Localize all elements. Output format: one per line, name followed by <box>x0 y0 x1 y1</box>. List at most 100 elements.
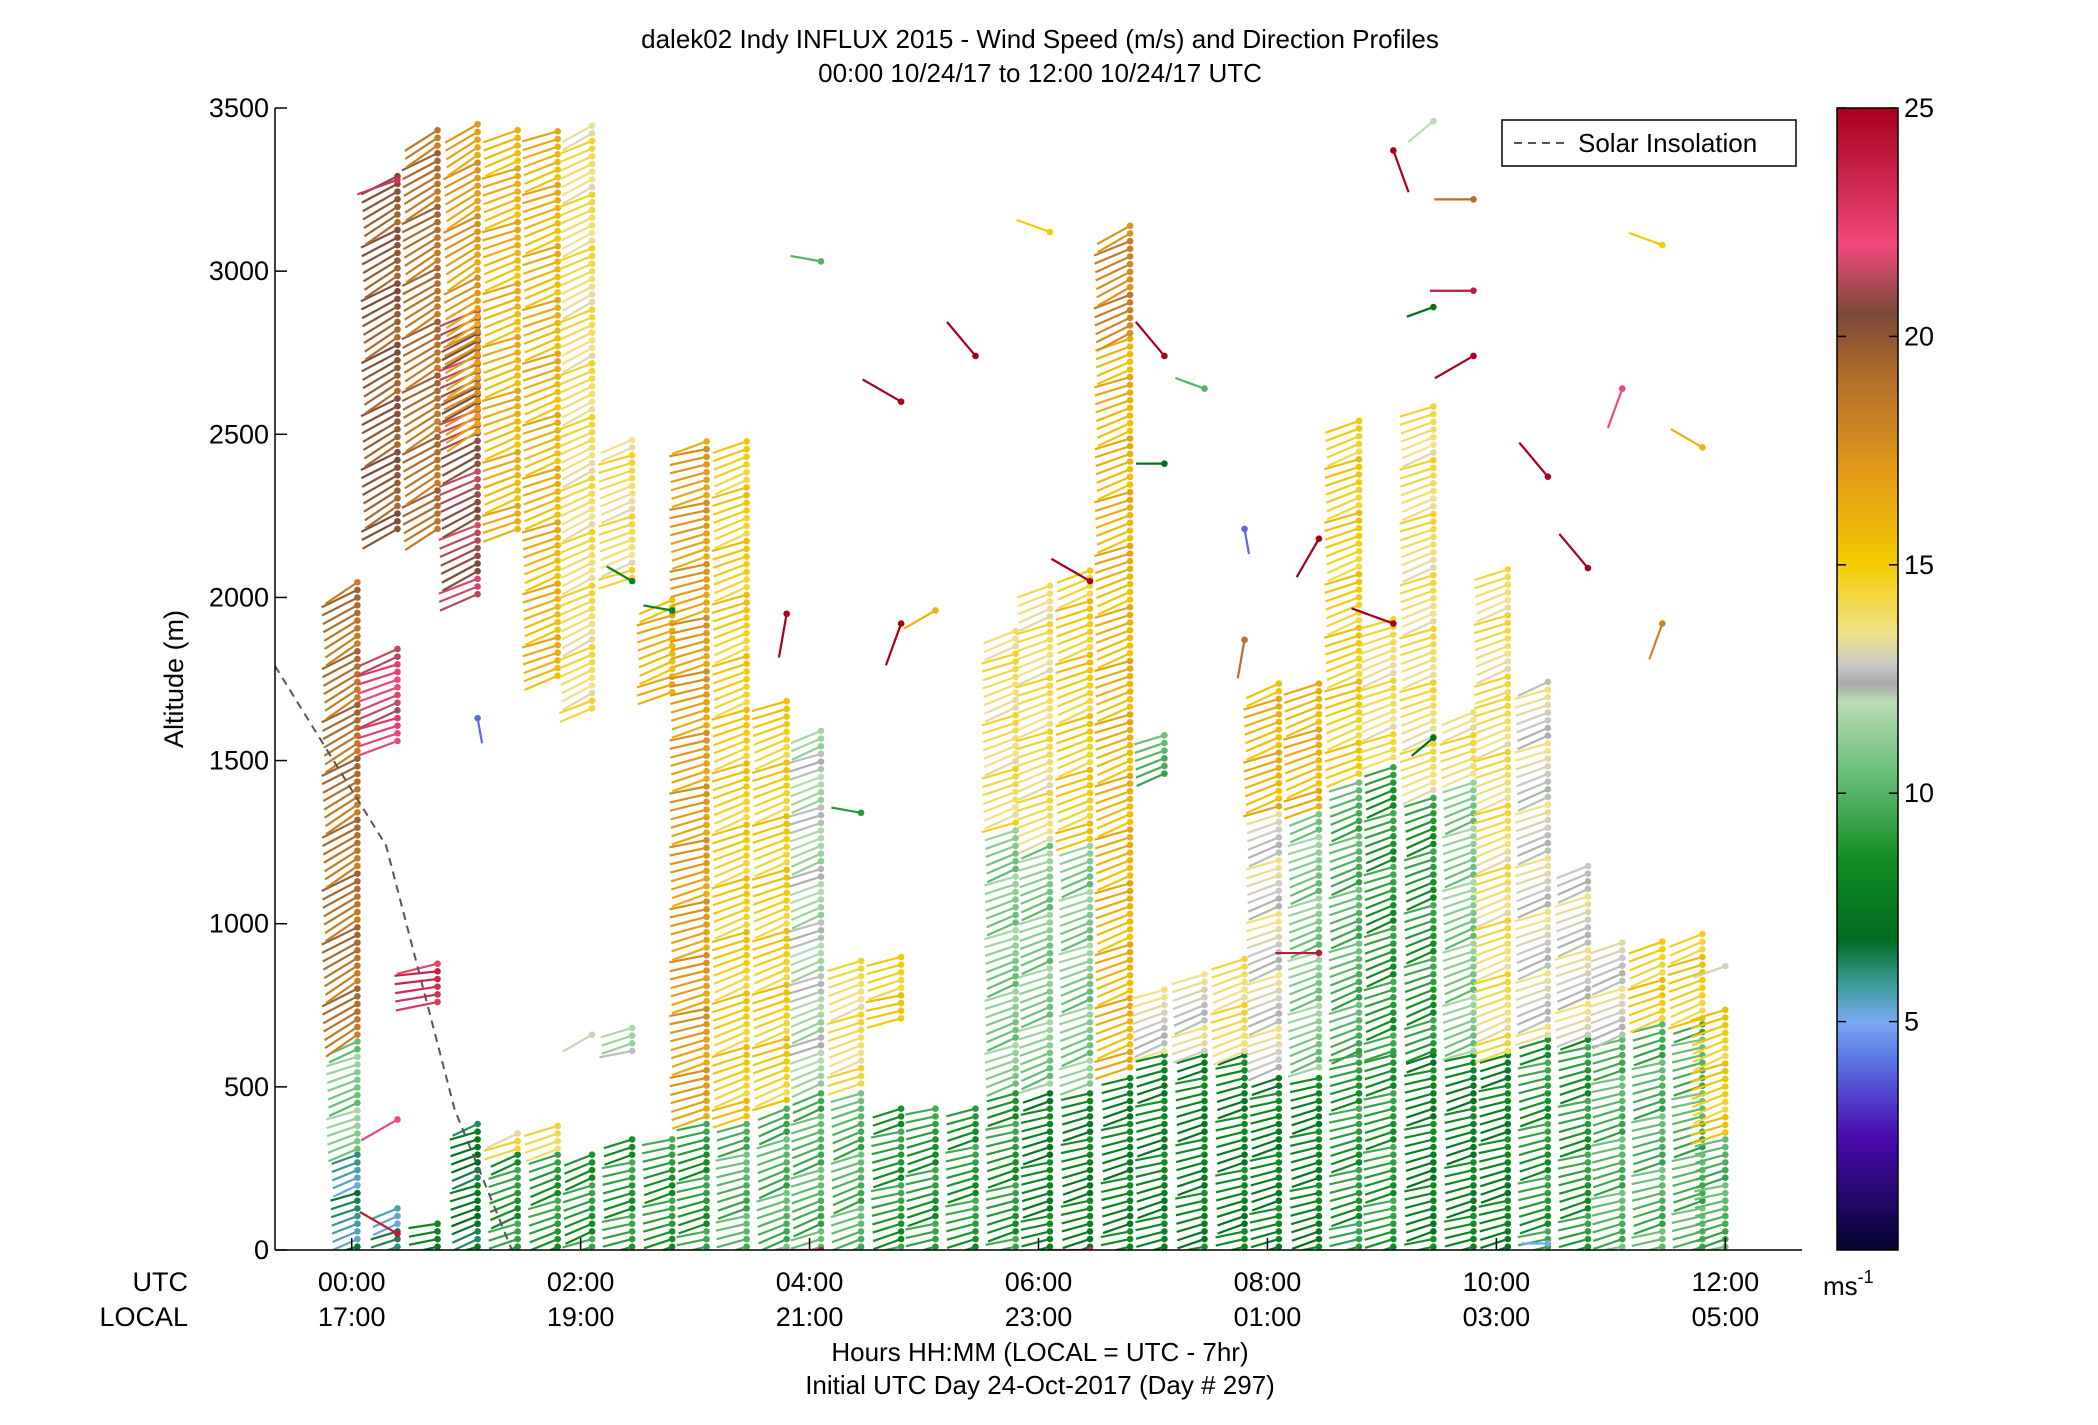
wind-barb <box>445 307 479 330</box>
wind-barb-dot <box>1544 1097 1552 1105</box>
wind-barb <box>1245 920 1280 933</box>
wind-barb <box>1019 936 1051 951</box>
wind-barb-dot <box>743 913 750 921</box>
wind-barb <box>451 1222 479 1236</box>
wind-barb <box>524 176 559 193</box>
wind-barb <box>1095 324 1131 344</box>
wind-barb <box>1329 1061 1360 1071</box>
wind-barb <box>482 351 519 366</box>
wind-barb <box>1289 928 1320 943</box>
wind-barb <box>788 1036 822 1049</box>
wind-barb <box>1020 883 1051 897</box>
wind-barb-dot <box>1430 1174 1437 1182</box>
wind-barb-dot <box>1355 1039 1363 1047</box>
wind-barb-dot <box>1584 1136 1592 1143</box>
wind-barb <box>1629 963 1663 980</box>
wind-barb-dot <box>743 806 750 813</box>
wind-barb <box>1557 1153 1589 1162</box>
wind-barb <box>713 678 747 693</box>
wind-barb <box>1444 812 1474 827</box>
wind-barb-dot <box>1659 1205 1666 1212</box>
wind-barb-dot <box>1470 762 1477 770</box>
wind-barb-dot <box>1086 1113 1094 1120</box>
wind-barb <box>713 693 748 710</box>
wind-barb-dot <box>474 389 481 396</box>
wind-barb-dot <box>1241 970 1248 978</box>
wind-barb <box>528 1215 559 1227</box>
wind-barb-dot <box>1504 855 1512 863</box>
wind-barb <box>669 1069 707 1080</box>
wind-barb-dot <box>1504 794 1512 802</box>
wind-barb <box>870 1184 902 1193</box>
wind-barb-dot <box>668 1151 676 1159</box>
wind-barb <box>1096 928 1131 945</box>
wind-barb <box>1097 232 1131 254</box>
wind-barb <box>561 676 593 695</box>
wind-barb <box>1406 842 1434 858</box>
wind-barb-dot <box>1201 1090 1208 1097</box>
wind-barb-dot <box>354 808 361 816</box>
wind-barb <box>1102 1100 1131 1111</box>
wind-barb <box>1558 1115 1589 1125</box>
wind-barb <box>1444 1214 1474 1223</box>
wind-barb-dot <box>1086 965 1094 972</box>
wind-barb-dot <box>1390 1174 1397 1182</box>
wind-barb <box>442 347 479 370</box>
wind-barb <box>1016 738 1051 751</box>
wind-barb-dot <box>1046 689 1054 697</box>
wind-barb-dot <box>1544 924 1552 931</box>
wind-barb <box>1249 1214 1280 1224</box>
wind-barb <box>1060 990 1091 1006</box>
wind-barb-dot <box>703 1235 710 1243</box>
wind-barb-dot <box>1504 1120 1512 1128</box>
wind-barb <box>1399 512 1434 525</box>
wind-barb <box>670 693 707 705</box>
wind-barb-dot <box>1355 1235 1363 1243</box>
wind-barb-dot <box>1430 1074 1437 1082</box>
wind-barb <box>1097 989 1131 1007</box>
wind-barb-dot <box>628 536 636 543</box>
wind-barb <box>1475 957 1509 974</box>
wind-barb-dot <box>1504 909 1512 917</box>
wind-barb-dot <box>1584 877 1592 885</box>
wind-barb-dot <box>1046 911 1054 919</box>
wind-barb <box>1695 1161 1726 1173</box>
wind-barb-dot <box>1390 1143 1397 1151</box>
wind-barb <box>984 1051 1016 1064</box>
wind-barb <box>1326 442 1360 459</box>
wind-barb <box>483 190 519 206</box>
wind-barb-dot <box>1315 887 1323 895</box>
wind-barb <box>983 744 1017 760</box>
wind-barb-dot <box>783 1159 790 1166</box>
wind-barb-dot <box>394 1235 401 1243</box>
wind-barb-dot <box>1504 802 1512 809</box>
wind-barb-dot <box>743 760 750 767</box>
wind-barb <box>712 954 747 969</box>
wind-barb <box>558 247 593 262</box>
wind-barb <box>986 921 1017 937</box>
wind-barb-dot <box>354 1189 361 1197</box>
wind-barb-dot <box>1046 957 1054 965</box>
wind-barb <box>362 190 399 213</box>
wind-barb <box>324 918 359 943</box>
wind-barb-dot <box>743 499 750 507</box>
wind-barb <box>1690 1116 1726 1129</box>
wind-barb <box>1404 1130 1434 1139</box>
wind-barb-dot <box>972 1220 979 1228</box>
wind-barb <box>636 621 673 635</box>
wind-barb-dot <box>354 1205 361 1212</box>
wind-barb-dot <box>1584 1189 1592 1197</box>
wind-barb-dot <box>1390 855 1397 863</box>
wind-barb-dot <box>474 144 481 151</box>
wind-barb-dot <box>1504 604 1512 612</box>
wind-barb <box>600 561 633 578</box>
wind-barb-dot <box>1390 1039 1397 1047</box>
wind-barb <box>598 523 633 536</box>
wind-barb <box>1096 920 1131 937</box>
wind-barb-dot <box>743 1136 750 1143</box>
wind-barb <box>1629 955 1663 972</box>
wind-barb-dot <box>817 873 825 880</box>
wind-barb-dot <box>1012 750 1019 757</box>
wind-barb <box>1558 1107 1589 1117</box>
wind-barb <box>752 822 788 836</box>
